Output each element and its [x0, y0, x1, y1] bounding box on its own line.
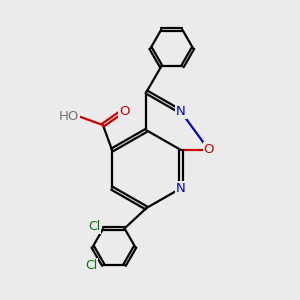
Text: N: N	[176, 105, 186, 118]
Text: Cl: Cl	[85, 259, 98, 272]
Text: O: O	[204, 143, 214, 157]
Text: Cl: Cl	[88, 220, 100, 233]
Text: O: O	[119, 105, 130, 118]
Text: HO: HO	[58, 110, 79, 123]
Text: N: N	[176, 182, 186, 195]
